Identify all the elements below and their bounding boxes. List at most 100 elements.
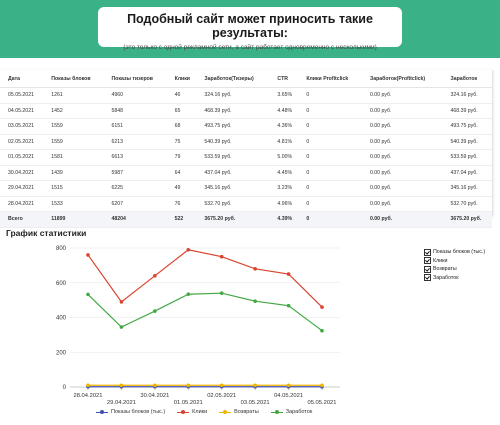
data-point — [253, 299, 257, 303]
cell-earnings-teasers: 468.39 руб. — [196, 103, 270, 119]
series-line — [87, 292, 323, 332]
data-point — [186, 292, 191, 297]
series-toggle[interactable]: Клики — [424, 257, 485, 266]
cell-teaser-impressions: 6151 — [103, 118, 167, 135]
series-toggle-label: Показы блоков (тыс.) — [433, 249, 486, 256]
cell-clicks: 79 — [166, 149, 197, 166]
cell-profitclick-clicks: 0 — [298, 149, 362, 166]
cell-earnings-teasers: 437.04 руб. — [196, 165, 270, 181]
cell-earnings: 493.75 руб. — [442, 118, 492, 135]
table-row: 30.04.2021 1439 5987 64 437.04 руб. 4.45% 0 0.0… — [0, 165, 492, 181]
series-line — [87, 249, 323, 308]
series-toggle[interactable]: Возвраты — [424, 265, 485, 274]
column-header-clicks[interactable]: Клики — [166, 70, 197, 88]
cell-block-impressions: 1439 — [43, 165, 104, 181]
legend-item[interactable]: Клики — [177, 409, 207, 415]
data-point — [320, 305, 324, 309]
total-cell-teaser-impressions: 48204 — [103, 211, 167, 228]
cell-block-impressions: 1515 — [43, 180, 104, 197]
column-header-teaser-impressions[interactable]: Показы тизеров — [103, 70, 167, 88]
legend-swatch-icon — [177, 409, 190, 414]
cell-earnings: 324.16 руб. — [442, 87, 492, 104]
cell-clicks: 64 — [166, 165, 197, 181]
total-cell-earnings-teasers: 3675.20 руб. — [196, 211, 270, 228]
cell-date: 30.04.2021 — [0, 165, 44, 181]
legend-item[interactable]: Показы блоков (тыс.) — [96, 409, 165, 415]
checkbox-icon[interactable] — [424, 257, 431, 265]
legend-label: Возвраты — [234, 409, 259, 415]
data-point — [153, 309, 157, 313]
hero-card: Подобный сайт может приносить такие резу… — [98, 7, 402, 51]
column-header-date[interactable]: Дата — [0, 70, 44, 88]
series-toggle[interactable]: Заработок — [424, 274, 485, 283]
cell-block-impressions: 1559 — [43, 134, 104, 150]
cell-date: 04.05.2021 — [0, 103, 44, 119]
checkbox-icon[interactable] — [424, 274, 431, 282]
cell-earnings-profitclick: 0.00 руб. — [361, 180, 443, 197]
cell-teaser-impressions: 6207 — [103, 196, 167, 212]
total-cell-block-impressions: 11899 — [43, 211, 104, 228]
data-point — [119, 383, 124, 388]
cell-profitclick-clicks: 0 — [298, 134, 362, 150]
cell-date: 28.04.2021 — [0, 196, 44, 212]
cell-profitclick-clicks: 0 — [298, 180, 362, 197]
cell-earnings-teasers: 324.16 руб. — [196, 87, 270, 104]
cell-earnings-profitclick: 0.00 руб. — [361, 196, 443, 212]
data-point — [320, 383, 324, 388]
data-point — [253, 383, 257, 388]
data-point — [153, 274, 157, 278]
cell-profitclick-clicks: 0 — [298, 87, 362, 104]
table-row: 03.05.2021 1559 6151 68 493.75 руб. 4.36% 0 0.0… — [0, 118, 492, 135]
data-point — [119, 300, 124, 304]
series-toggle[interactable]: Показы блоков (тыс.) — [424, 248, 485, 257]
cell-teaser-impressions: 4960 — [103, 87, 167, 104]
data-point — [153, 383, 157, 388]
data-point — [219, 291, 224, 295]
legend-swatch-icon — [96, 409, 108, 414]
cell-teaser-impressions: 6613 — [103, 149, 167, 166]
column-header-earnings-profitclick[interactable]: Заработок(Profitclick) — [361, 70, 443, 88]
cell-earnings-profitclick: 0.00 руб. — [361, 165, 443, 181]
x-tick-label: 01.05.2021 — [174, 400, 203, 406]
x-tick-label: 29.04.2021 — [107, 400, 136, 406]
x-tick-label: 05.05.2021 — [307, 400, 336, 406]
column-header-block-impressions[interactable]: Показы блоков — [43, 70, 104, 88]
x-tick-label: 28.04.2021 — [73, 393, 102, 399]
cell-earnings-profitclick: 0.00 руб. — [361, 103, 443, 119]
legend-item[interactable]: Заработок — [270, 409, 313, 415]
checkbox-icon[interactable] — [424, 248, 431, 256]
cell-earnings: 437.04 руб. — [442, 165, 492, 181]
legend-label: Заработок — [285, 409, 313, 415]
cell-earnings-profitclick: 0.00 руб. — [361, 149, 443, 166]
cell-earnings: 540.39 руб. — [442, 134, 492, 150]
legend-item[interactable]: Возвраты — [219, 409, 259, 415]
data-point — [86, 383, 90, 388]
cell-earnings-profitclick: 0.00 руб. — [361, 134, 443, 150]
cell-ctr: 4.96% — [269, 196, 299, 212]
checkbox-icon[interactable] — [424, 265, 431, 273]
legend-label: Показы блоков (тыс.) — [111, 409, 166, 415]
data-point — [86, 253, 90, 257]
cell-date: 03.05.2021 — [0, 118, 44, 135]
cell-earnings-profitclick: 0.00 руб. — [361, 87, 443, 104]
data-point — [286, 272, 291, 276]
column-header-earnings-teasers[interactable]: Заработок(Тизеры) — [196, 70, 270, 88]
cell-teaser-impressions: 5987 — [103, 165, 167, 181]
column-header-ctr[interactable]: CTR — [269, 70, 299, 88]
cell-teaser-impressions: 6225 — [103, 180, 167, 197]
data-point — [186, 383, 191, 388]
cell-block-impressions: 1261 — [43, 87, 104, 104]
y-tick-label: 800 — [56, 246, 67, 252]
data-point — [320, 328, 324, 333]
cell-clicks: 46 — [166, 87, 197, 104]
cell-date: 05.05.2021 — [0, 87, 44, 104]
series-toggle-label: Заработок — [433, 274, 459, 281]
column-header-earnings[interactable]: Заработок — [442, 70, 492, 88]
column-header-profitclick-clicks[interactable]: Клики Profitclick — [298, 70, 362, 88]
cell-earnings-teasers: 533.59 руб. — [196, 149, 270, 166]
chart-legend: Показы блоков (тыс.) Клики Возвраты Заработ… — [96, 409, 396, 415]
cell-ctr: 5.00% — [269, 149, 299, 166]
data-point — [219, 254, 224, 259]
y-tick-label: 400 — [56, 316, 67, 322]
